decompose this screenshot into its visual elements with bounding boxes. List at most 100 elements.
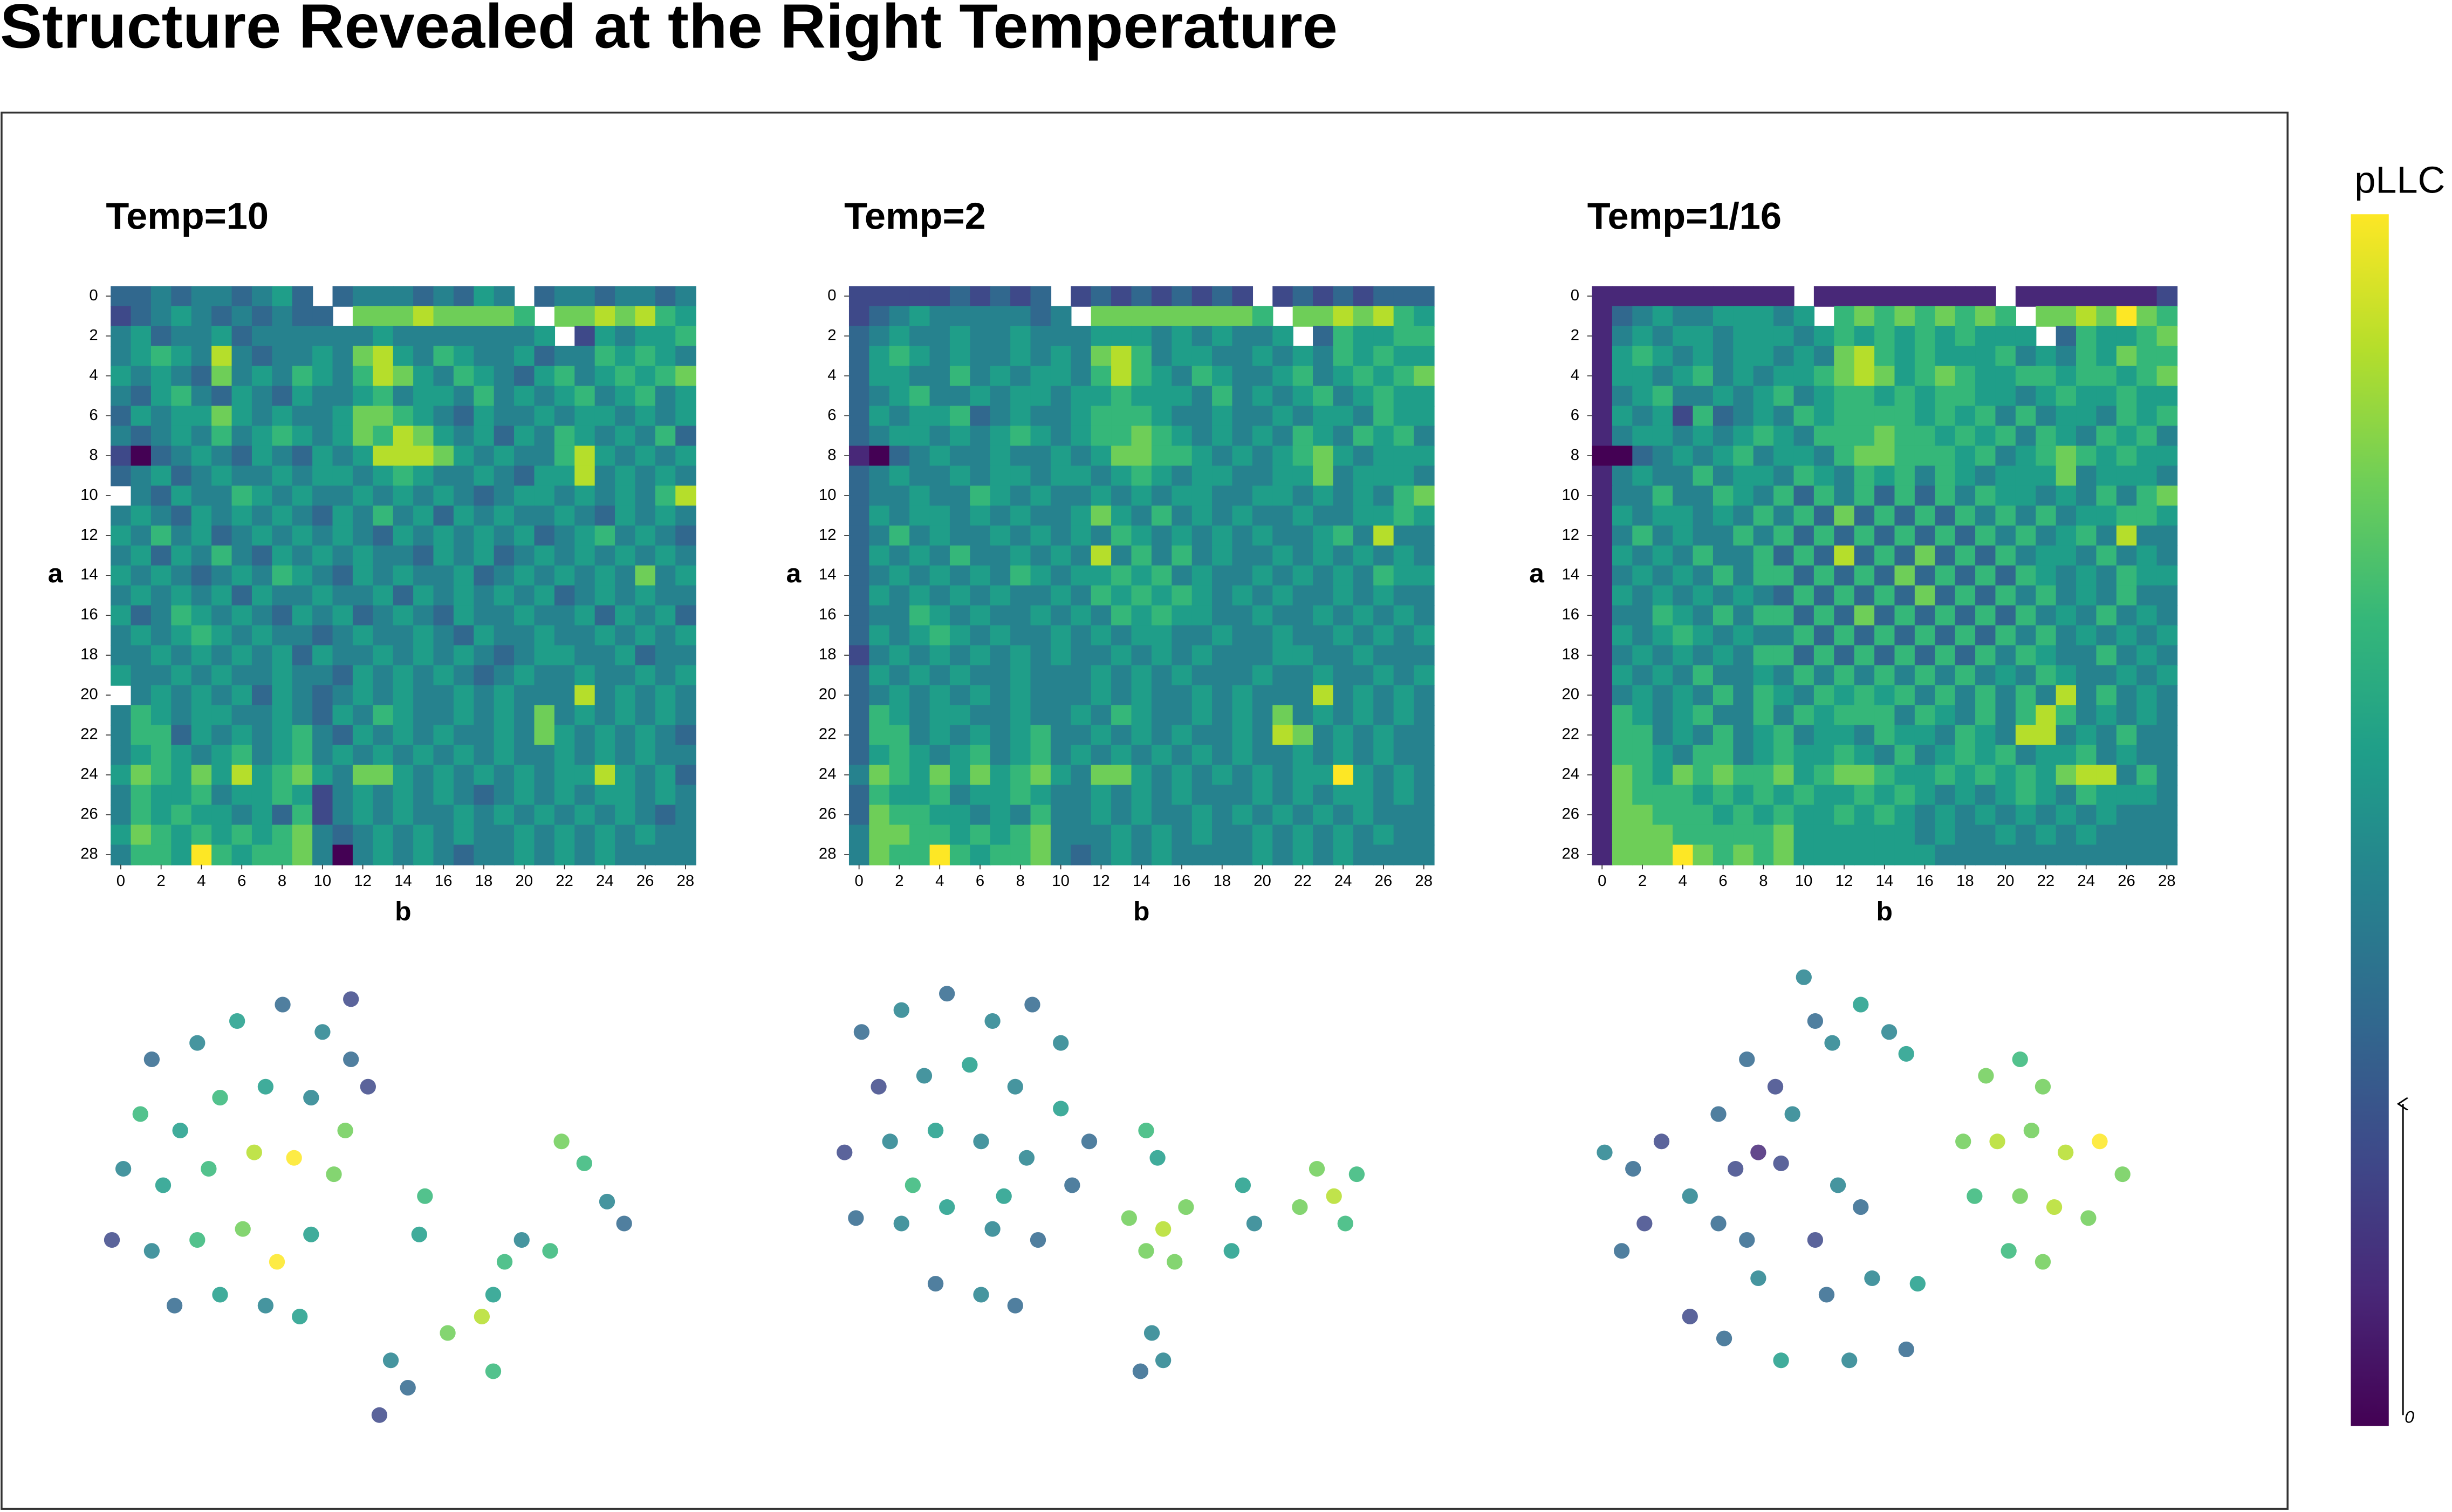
heatmap-cell <box>1975 525 1996 546</box>
heatmap-cell <box>1813 485 1835 506</box>
heatmap-cell <box>534 665 556 686</box>
heatmap-cell <box>1373 366 1394 387</box>
y-tick-label: 12 <box>80 526 98 544</box>
heatmap-cell <box>1414 406 1435 427</box>
heatmap-cell <box>1592 565 1613 586</box>
heatmap-cell <box>433 665 455 686</box>
heatmap-cell <box>2116 565 2138 586</box>
heatmap-cell <box>1373 386 1394 407</box>
heatmap-cell <box>1894 605 1916 626</box>
heatmap-cell <box>1172 705 1193 726</box>
heatmap-cell <box>534 485 556 506</box>
heatmap-cell <box>1894 705 1916 726</box>
heatmap-cell <box>352 785 374 806</box>
heatmap-cell <box>332 425 354 446</box>
heatmap-cell <box>251 625 273 646</box>
embedding-point <box>275 996 291 1013</box>
heatmap-cell <box>1975 805 1996 826</box>
heatmap-cell <box>1010 545 1031 566</box>
heatmap-cell <box>413 485 434 506</box>
heatmap-cell <box>2015 705 2037 726</box>
heatmap-cell <box>352 685 374 706</box>
heatmap-cell <box>534 765 556 786</box>
heatmap-cell <box>1874 585 1895 606</box>
heatmap-cell <box>1313 805 1334 826</box>
heatmap-cell <box>514 465 535 486</box>
embedding-point <box>1773 1155 1789 1171</box>
heatmap-cell <box>150 785 172 806</box>
heatmap-cell <box>1111 645 1132 666</box>
embedding-point <box>2114 1166 2131 1183</box>
heatmap-cell <box>1834 705 1855 726</box>
heatmap-cell <box>292 605 313 626</box>
heatmap-cell <box>1793 386 1815 407</box>
heatmap-cell <box>1111 505 1132 526</box>
heatmap-cell <box>889 366 910 387</box>
embedding-point <box>1784 1106 1800 1122</box>
heatmap-cell <box>1935 545 1956 566</box>
embedding-point <box>1750 1270 1766 1286</box>
x-tick-label: 2 <box>1638 872 1647 890</box>
heatmap-cell <box>1652 645 1674 666</box>
heatmap-cell <box>131 386 152 407</box>
heatmap-cell <box>1914 485 1936 506</box>
heatmap-cell <box>1753 725 1775 746</box>
heatmap-cell <box>111 425 132 446</box>
heatmap-cell <box>929 725 951 746</box>
heatmap-cell <box>1191 725 1213 746</box>
heatmap-cell <box>171 785 192 806</box>
heatmap-cell <box>1793 366 1815 387</box>
heatmap-cell <box>1313 485 1334 506</box>
heatmap-cell <box>1652 306 1674 327</box>
heatmap-cell <box>1232 685 1254 706</box>
heatmap-cell <box>1713 725 1734 746</box>
heatmap-cell <box>869 805 890 826</box>
heatmap-cell <box>1713 824 1734 846</box>
heatmap-cell <box>1010 745 1031 766</box>
heatmap-cell <box>889 505 910 526</box>
heatmap-cell <box>1935 725 1956 746</box>
embedding-point <box>115 1161 132 1177</box>
heatmap-cell <box>2036 705 2057 726</box>
heatmap-cell <box>171 445 192 466</box>
heatmap-cell <box>909 545 930 566</box>
heatmap-cell <box>373 406 394 427</box>
heatmap-cell <box>1232 565 1254 586</box>
heatmap-cell <box>554 445 576 466</box>
heatmap-cell <box>1592 785 1613 806</box>
heatmap-cell <box>2015 406 2037 427</box>
heatmap-cell <box>1592 465 1613 486</box>
heatmap-cell <box>1373 306 1394 327</box>
heatmap-cell <box>413 705 434 726</box>
heatmap-cell <box>1172 386 1193 407</box>
heatmap-cell <box>231 286 253 307</box>
heatmap-cell <box>2036 565 2057 586</box>
y-tick-label: 22 <box>80 726 98 743</box>
heatmap-cell <box>2116 525 2138 546</box>
heatmap-cell <box>929 386 951 407</box>
heatmap-cell <box>131 565 152 586</box>
heatmap-cell <box>1854 665 1875 686</box>
heatmap-cell <box>635 725 656 746</box>
heatmap-cell <box>1652 286 1674 307</box>
heatmap-cell <box>534 824 556 846</box>
heatmap-cell <box>655 705 676 726</box>
heatmap-cell <box>1232 745 1254 766</box>
heatmap-cell <box>1652 366 1674 387</box>
heatmap-cell <box>534 425 556 446</box>
heatmap-cell <box>251 725 273 746</box>
heatmap-cell <box>1131 525 1153 546</box>
heatmap-cell <box>1834 844 1855 865</box>
heatmap-cell <box>1111 445 1132 466</box>
heatmap-cell <box>1693 326 1714 347</box>
embedding-point <box>2035 1254 2051 1270</box>
heatmap-cell <box>453 326 475 347</box>
heatmap-cell <box>1333 665 1354 686</box>
x-tick-label: 26 <box>1375 872 1393 890</box>
heatmap-cell <box>474 785 495 806</box>
heatmap-cell <box>453 565 475 586</box>
heatmap-cell <box>990 366 1011 387</box>
heatmap-cell <box>2096 745 2117 766</box>
heatmap-cell <box>1773 485 1795 506</box>
heatmap-cell <box>2036 805 2057 826</box>
